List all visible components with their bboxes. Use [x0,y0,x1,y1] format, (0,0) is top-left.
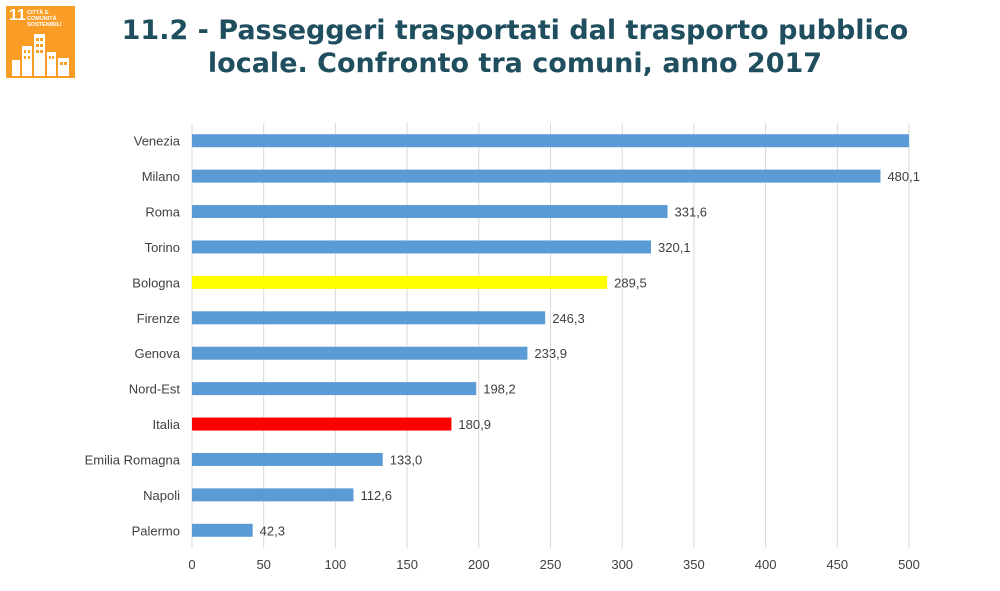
bar [192,488,354,502]
category-label: Milano [142,169,180,184]
category-label: Torino [145,240,180,255]
title-line-1: 11.2 - Passeggeri trasportati dal traspo… [121,15,909,46]
sdg-11-logo: 11 CITTÀ E COMUNITÀ SOSTENIBILI [6,6,75,78]
data-label: 233,9 [534,346,567,361]
x-tick-label: 500 [898,557,920,572]
data-label: 480,1 [887,169,920,184]
bar [192,275,608,289]
bar [192,134,909,148]
title-line-2: locale. Confronto tra comuni, anno 2017 [207,48,823,79]
category-label: Nord-Est [129,382,181,397]
x-tick-label: 300 [611,557,633,572]
data-label: 289,5 [614,275,647,290]
data-label: 331,6 [675,205,708,220]
bar [192,205,668,219]
category-label: Genova [134,346,180,361]
sdg-goal-number: 11 [9,7,26,24]
x-tick-label: 50 [256,557,270,572]
city-buildings-icon [12,34,69,76]
bar [192,452,383,466]
data-label: 320,1 [658,240,691,255]
x-tick-label: 450 [826,557,848,572]
data-label: 180,9 [458,417,491,432]
category-label: Venezia [134,134,181,149]
page-title: 11.2 - Passeggeri trasportati dal traspo… [100,14,930,80]
data-label: 112,6 [360,488,392,503]
x-tick-label: 250 [540,557,562,572]
category-label: Napoli [143,488,180,503]
category-label: Firenze [137,311,180,326]
category-label: Italia [153,417,181,432]
x-tick-label: 100 [325,557,347,572]
bar [192,311,546,325]
bar [192,417,452,431]
x-tick-label: 150 [396,557,418,572]
data-label: 42,3 [260,523,285,538]
x-tick-label: 0 [188,557,195,572]
data-label: 133,0 [390,452,423,467]
bar [192,346,528,360]
category-label: Bologna [132,275,180,290]
bar [192,523,253,537]
data-label: 198,2 [483,382,516,397]
x-tick-label: 200 [468,557,490,572]
category-label: Palermo [132,523,180,538]
x-tick-label: 350 [683,557,705,572]
bar [192,169,881,183]
x-tick-label: 400 [755,557,777,572]
bar [192,382,477,396]
category-label: Roma [145,205,180,220]
bar [192,240,652,254]
data-label: 246,3 [552,311,585,326]
sdg-goal-text: CITTÀ E COMUNITÀ SOSTENIBILI [27,10,62,28]
category-label: Emilia Romagna [85,452,181,467]
